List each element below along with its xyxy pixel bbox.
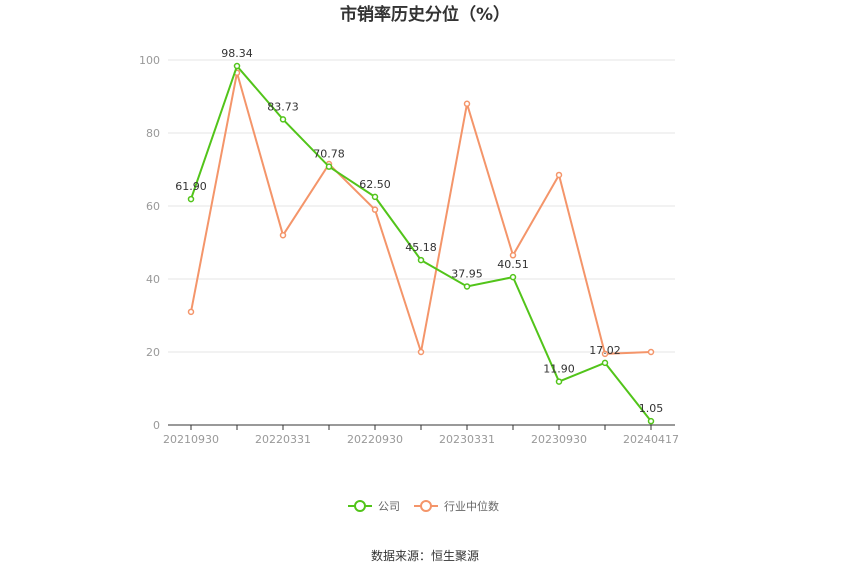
data-label: 17.02 — [589, 344, 621, 357]
data-label: 62.50 — [359, 178, 391, 191]
legend-swatch-marker — [420, 500, 432, 512]
legend[interactable]: 公司 行业中位数 — [348, 499, 499, 513]
data-point[interactable] — [463, 100, 471, 108]
x-axis-ticks: 20210930 20220331 20220930 20230331 20230930… — [163, 425, 679, 446]
chart-title: 市销率历史分位（%） — [340, 4, 510, 25]
x-tick-label: 20230331 — [439, 433, 495, 446]
data-point[interactable] — [279, 231, 287, 239]
legend-label[interactable]: 公司 — [378, 500, 400, 513]
legend-label[interactable]: 行业中位数 — [444, 499, 499, 513]
data-label: 11.90 — [543, 363, 575, 376]
y-tick-label: 0 — [153, 419, 160, 432]
data-point[interactable] — [417, 348, 425, 356]
y-axis-ticks: 0 20 40 60 80 100 — [139, 54, 160, 432]
y-tick-label: 60 — [146, 200, 160, 213]
data-point[interactable] — [647, 417, 655, 425]
grid-lines — [168, 59, 675, 353]
y-tick-label: 40 — [146, 273, 160, 286]
data-point[interactable] — [555, 171, 563, 179]
data-point[interactable] — [601, 350, 609, 358]
data-point[interactable] — [647, 348, 655, 356]
data-point[interactable] — [325, 163, 333, 170]
x-tick-label: 20230930 — [531, 433, 587, 446]
data-point[interactable] — [279, 116, 287, 123]
y-tick-label: 80 — [146, 127, 160, 140]
data-point[interactable] — [601, 359, 609, 367]
data-label: 98.34 — [221, 47, 253, 60]
legend-swatch-marker — [354, 500, 366, 512]
data-point[interactable] — [187, 195, 195, 203]
x-tick-label: 20220331 — [255, 433, 311, 446]
data-label: 83.73 — [267, 100, 299, 113]
source-note: 数据来源：恒生聚源 — [371, 548, 479, 563]
data-label: 45.18 — [405, 241, 437, 254]
y-tick-label: 20 — [146, 346, 160, 359]
data-point[interactable] — [555, 378, 563, 385]
x-tick-label: 20210930 — [163, 433, 219, 446]
data-label: 40.51 — [497, 258, 529, 271]
data-labels: 61.90 98.34 83.73 70.78 62.50 45.18 37.95 40.51… — [175, 47, 663, 415]
data-label: 1.05 — [639, 402, 664, 415]
y-tick-label: 100 — [139, 54, 160, 67]
data-point[interactable] — [233, 62, 241, 70]
data-label: 61.90 — [175, 180, 207, 193]
x-tick-label: 20220930 — [347, 433, 403, 446]
data-point[interactable] — [463, 283, 471, 290]
data-label: 70.78 — [313, 148, 345, 161]
data-point[interactable] — [371, 206, 379, 213]
x-tick-label: 20240417 — [623, 433, 679, 446]
data-point[interactable] — [509, 252, 517, 259]
series-layer — [187, 62, 655, 425]
data-point[interactable] — [417, 256, 425, 264]
series-line-1 — [190, 72, 652, 355]
data-point[interactable] — [509, 273, 517, 281]
data-point[interactable] — [187, 308, 195, 316]
data-label: 37.95 — [451, 267, 483, 280]
data-point[interactable] — [371, 193, 379, 201]
